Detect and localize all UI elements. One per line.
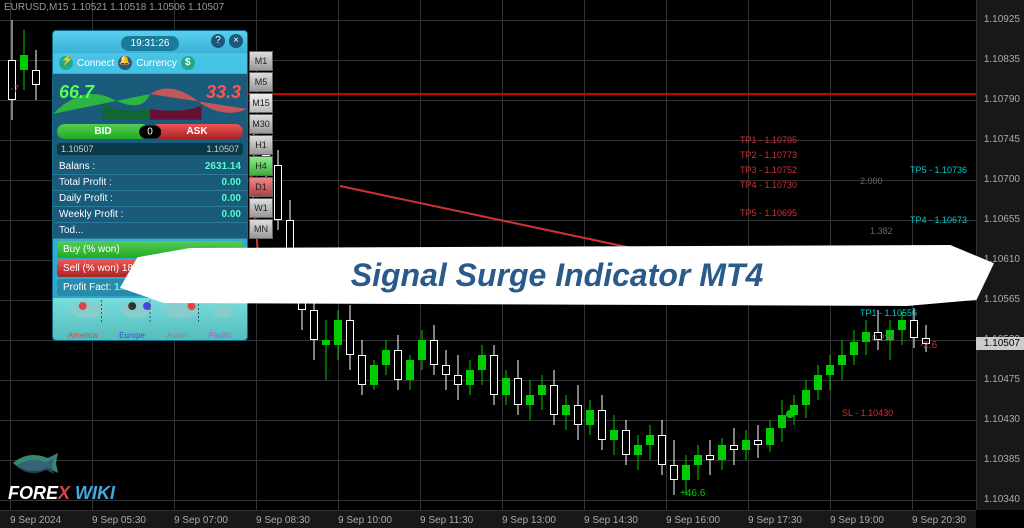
time-axis: 9 Sep 2024 9 Sep 05:30 9 Sep 07:00 9 Sep 08… bbox=[0, 510, 976, 528]
indicator-panel[interactable]: 19:31:26 ? × Connect Currency $ 66.7 33.… bbox=[52, 30, 248, 341]
profit-factor-row: Profit Fact: 1.9 / 1.9 / 1.9 bbox=[57, 279, 243, 296]
tp-label: TP5 - 1.10695 bbox=[740, 208, 797, 218]
panel-time: 19:31:26 bbox=[121, 36, 180, 51]
time-tick: 9 Sep 16:00 bbox=[666, 515, 720, 526]
stat-row: Total Profit :0.00 bbox=[53, 175, 247, 191]
spread-value: 0 bbox=[139, 125, 161, 138]
price-tick: 1.10475 bbox=[984, 374, 1020, 385]
chart-header: EURUSD,M15 1.10521 1.10518 1.10506 1.105… bbox=[4, 2, 224, 13]
currency-label: Currency bbox=[136, 58, 177, 69]
time-tick: 9 Sep 20:30 bbox=[912, 515, 966, 526]
ask-price: 1.10507 bbox=[150, 143, 243, 155]
tp-label: TP1 - 1.10556 bbox=[860, 308, 917, 318]
tf-button-w1[interactable]: W1 bbox=[249, 198, 273, 218]
price-tick: 1.10610 bbox=[984, 254, 1020, 265]
price-tick: 1.10835 bbox=[984, 54, 1020, 65]
time-tick: 9 Sep 11:30 bbox=[420, 515, 473, 526]
dollar-icon: $ bbox=[181, 56, 195, 70]
sell-won-row: Sell (% won) 18 (55.6%) bbox=[57, 260, 243, 277]
wifi-icon bbox=[59, 56, 73, 70]
help-icon[interactable]: ? bbox=[211, 34, 225, 48]
stat-row: Daily Profit :0.00 bbox=[53, 191, 247, 207]
stat-row: Tod... bbox=[53, 223, 247, 239]
tp-label: TP4 - 1.10673 bbox=[910, 215, 967, 225]
forex-wiki-logo: FOREX WIKI bbox=[8, 448, 115, 504]
price-axis: 1.10925 1.10835 1.10790 1.10745 1.10700 1.106… bbox=[976, 0, 1024, 510]
time-tick: 9 Sep 08:30 bbox=[256, 515, 310, 526]
tp-label: TP4 - 1.10730 bbox=[740, 180, 797, 190]
buy-won-row: Buy (% won) bbox=[57, 241, 243, 258]
bell-icon[interactable] bbox=[118, 56, 132, 70]
time-tick: 9 Sep 2024 bbox=[10, 515, 61, 526]
price-tick: 1.10565 bbox=[984, 294, 1020, 305]
ask-button[interactable]: ASK bbox=[151, 124, 243, 139]
tf-button-m15[interactable]: M15 bbox=[249, 93, 273, 113]
sl-label: SL - 1.10430 bbox=[842, 408, 893, 418]
price-tick: 1.10700 bbox=[984, 174, 1020, 185]
tf-button-d1[interactable]: D1 bbox=[249, 177, 273, 197]
time-tick: 9 Sep 07:00 bbox=[174, 515, 228, 526]
time-tick: 9 Sep 05:30 bbox=[92, 515, 146, 526]
tp-label: TP1 - 1.10795 bbox=[740, 135, 797, 145]
price-tick: 1.10745 bbox=[984, 134, 1020, 145]
tf-button-m5[interactable]: M5 bbox=[249, 72, 273, 92]
world-map-sessions: AmericaEuropeAsianPacific bbox=[53, 298, 247, 340]
time-tick: 9 Sep 10:00 bbox=[338, 515, 392, 526]
tp-label: TP2 - 1.10773 bbox=[740, 150, 797, 160]
timeframe-buttons: M1M5M15M30H1H4D1W1MN bbox=[249, 51, 273, 240]
stats-section: Balans :2631.14Total Profit :0.00Daily P… bbox=[53, 159, 247, 239]
sell-pct: 33.3 bbox=[206, 82, 241, 103]
stat-row: Balans :2631.14 bbox=[53, 159, 247, 175]
resistance-line bbox=[240, 93, 976, 95]
sentiment-gauge: 66.7 33.3 bbox=[53, 74, 247, 120]
price-tick: 1.10340 bbox=[984, 494, 1020, 505]
current-price-marker: 1.10507 bbox=[976, 337, 1024, 350]
time-tick: 9 Sep 13:00 bbox=[502, 515, 556, 526]
tp-label: TP3 - 1.10752 bbox=[740, 165, 797, 175]
tf-button-m30[interactable]: M30 bbox=[249, 114, 273, 134]
price-tick: 1.10790 bbox=[984, 94, 1020, 105]
time-tick: 9 Sep 19:00 bbox=[830, 515, 884, 526]
price-tick: 1.10385 bbox=[984, 454, 1020, 465]
stat-row: Weekly Profit :0.00 bbox=[53, 207, 247, 223]
bid-button[interactable]: BID bbox=[57, 124, 149, 139]
time-tick: 9 Sep 14:30 bbox=[584, 515, 638, 526]
tf-button-h4[interactable]: H4 bbox=[249, 156, 273, 176]
tf-button-mn[interactable]: MN bbox=[249, 219, 273, 239]
buy-pct: 66.7 bbox=[59, 82, 94, 103]
connect-label: Connect bbox=[77, 58, 114, 69]
bid-price: 1.10507 bbox=[57, 143, 150, 155]
close-icon[interactable]: × bbox=[229, 34, 243, 48]
tf-button-m1[interactable]: M1 bbox=[249, 51, 273, 71]
price-tick: 1.10655 bbox=[984, 214, 1020, 225]
time-tick: 9 Sep 17:30 bbox=[748, 515, 802, 526]
tp-label: TP5 - 1.10736 bbox=[910, 165, 967, 175]
panel-titlebar[interactable]: 19:31:26 ? × bbox=[53, 31, 247, 53]
price-tick: 1.10925 bbox=[984, 14, 1020, 25]
price-tick: 1.10430 bbox=[984, 414, 1020, 425]
tf-button-h1[interactable]: H1 bbox=[249, 135, 273, 155]
